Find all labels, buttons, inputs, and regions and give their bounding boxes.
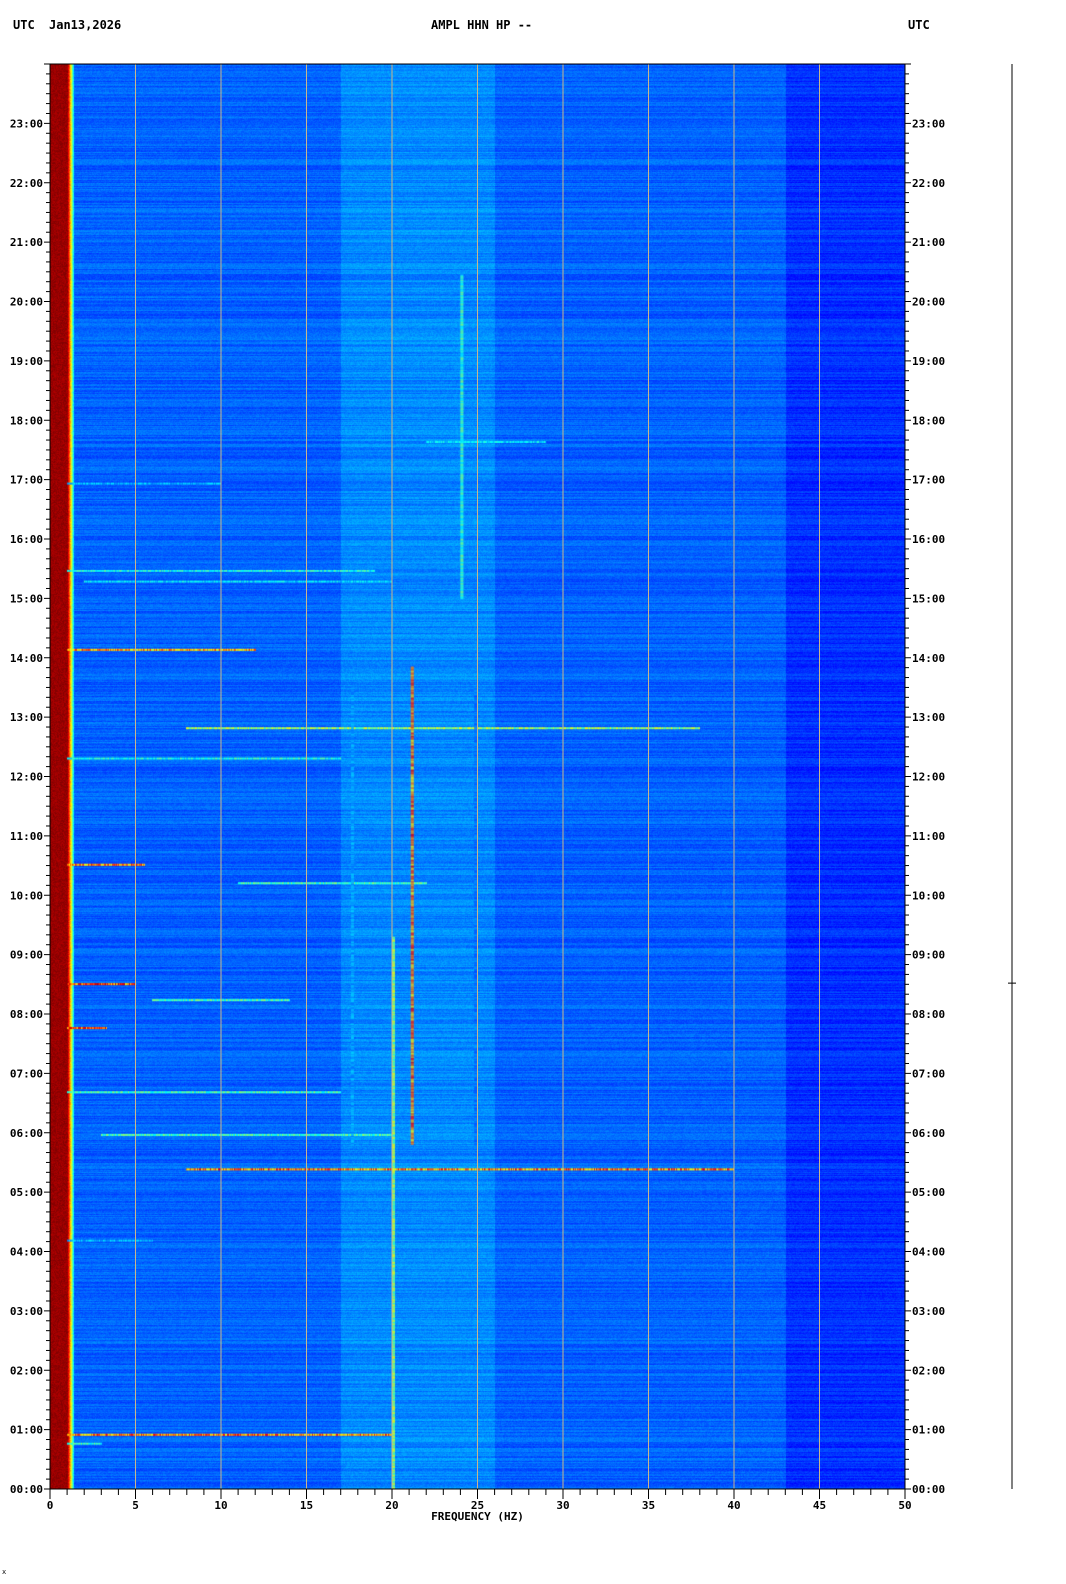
y-tick-label-right: 08:00 [912,1008,945,1021]
y-tick-label-left: 14:00 [10,652,43,665]
y-tick-label-right: 14:00 [912,652,945,665]
right-timezone-label: UTC [908,18,930,32]
x-tick-label: 10 [214,1499,227,1512]
y-tick-label-left: 16:00 [10,533,43,546]
y-tick-label-left: 21:00 [10,236,43,249]
y-tick-label-right: 20:00 [912,296,945,309]
y-tick-label-right: 21:00 [912,236,945,249]
y-tick-label-left: 12:00 [10,771,43,784]
y-tick-label-left: 08:00 [10,1008,43,1021]
x-tick-label: 40 [727,1499,740,1512]
y-tick-label-left: 23:00 [10,117,43,130]
y-tick-label-right: 04:00 [912,1246,945,1259]
y-tick-label-right: 06:00 [912,1127,945,1140]
y-tick-label-right: 02:00 [912,1364,945,1377]
y-tick-label-right: 05:00 [912,1186,945,1199]
y-tick-label-right: 10:00 [912,889,945,902]
y-tick-label-left: 06:00 [10,1127,43,1140]
y-tick-label-right: 23:00 [912,117,945,130]
y-tick-label-left: 19:00 [10,355,43,368]
y-tick-label-right: 01:00 [912,1424,945,1437]
y-tick-label-right: 22:00 [912,177,945,190]
x-tick-label: 30 [556,1499,569,1512]
y-tick-label-left: 13:00 [10,711,43,724]
y-tick-label-right: 16:00 [912,533,945,546]
x-axis-label: FREQUENCY (HZ) [431,1510,524,1523]
x-tick-label: 20 [385,1499,398,1512]
y-tick-label-left: 15:00 [10,592,43,605]
y-tick-label-left: 02:00 [10,1364,43,1377]
y-tick-label-left: 10:00 [10,889,43,902]
y-tick-label-right: 17:00 [912,474,945,487]
x-tick-label: 50 [898,1499,911,1512]
y-tick-label-left: 04:00 [10,1246,43,1259]
y-tick-label-right: 03:00 [912,1305,945,1318]
y-tick-label-left: 11:00 [10,830,43,843]
y-tick-label-right: 07:00 [912,1067,945,1080]
x-tick-label: 35 [642,1499,655,1512]
y-tick-label-left: 05:00 [10,1186,43,1199]
x-tick-label: 15 [300,1499,313,1512]
left-timezone-label: UTC [13,18,35,32]
y-tick-label-left: 03:00 [10,1305,43,1318]
x-tick-label: 5 [132,1499,139,1512]
y-tick-label-left: 20:00 [10,296,43,309]
x-tick-label: 0 [47,1499,54,1512]
y-tick-label-left: 22:00 [10,177,43,190]
x-tick-label: 25 [471,1499,484,1512]
y-tick-label-left: 17:00 [10,474,43,487]
y-tick-label-right: 13:00 [912,711,945,724]
y-tick-label-left: 18:00 [10,414,43,427]
y-tick-label-left: 00:00 [10,1483,43,1496]
y-tick-label-right: 00:00 [912,1483,945,1496]
y-tick-label-right: 19:00 [912,355,945,368]
y-tick-label-right: 09:00 [912,949,945,962]
y-tick-label-right: 12:00 [912,771,945,784]
y-tick-label-left: 01:00 [10,1424,43,1437]
y-tick-label-right: 18:00 [912,414,945,427]
footer-mark: x [2,1568,7,1576]
y-tick-label-left: 07:00 [10,1067,43,1080]
chart-title: AMPL HHN HP -- [431,18,533,32]
y-tick-label-right: 15:00 [912,592,945,605]
x-tick-label: 45 [813,1499,826,1512]
y-tick-label-right: 11:00 [912,830,945,843]
y-tick-label-left: 09:00 [10,949,43,962]
date-label: Jan13,2026 [49,18,122,32]
